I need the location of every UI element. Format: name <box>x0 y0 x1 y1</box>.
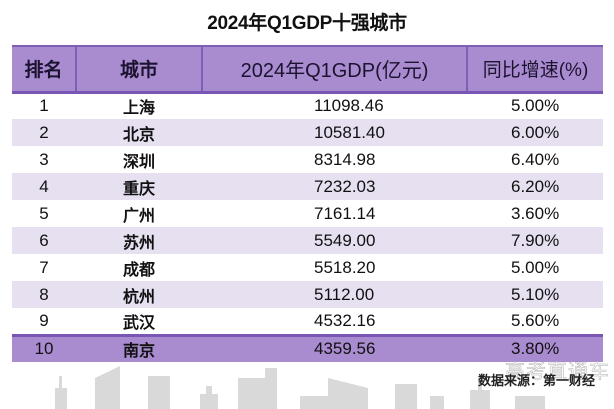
gdp-cell: 4532.16 <box>314 310 376 330</box>
growth-cell: 5.00% <box>511 96 560 116</box>
table-row: 5 广州 7161.14 3.60% <box>12 200 603 227</box>
table-row: 1 上海 11098.46 5.00% <box>12 92 603 119</box>
city-cell: 成都 <box>122 261 155 279</box>
table-row: 10 南京 4359.56 3.80% <box>12 335 603 362</box>
table-row: 2 北京 10581.40 6.00% <box>12 119 603 146</box>
gdp-cell: 8314.98 <box>314 149 376 169</box>
rank-cell: 1 <box>39 96 49 116</box>
city-cell: 北京 <box>122 126 155 144</box>
growth-cell: 3.60% <box>511 203 560 223</box>
growth-cell: 6.20% <box>511 176 560 196</box>
growth-cell: 6.00% <box>511 122 560 142</box>
watermark-text: 高考直通车 <box>505 361 610 384</box>
gdp-cell: 10581.40 <box>314 122 385 142</box>
page-title: 2024年Q1GDP十强城市 <box>207 13 407 34</box>
rank-cell: 5 <box>39 203 49 223</box>
table-row: 9 武汉 4532.16 5.60% <box>12 308 603 335</box>
gdp-cell: 7232.03 <box>314 176 376 196</box>
city-cell: 上海 <box>122 100 155 118</box>
growth-cell: 6.40% <box>511 149 560 169</box>
rank-cell: 8 <box>39 284 49 304</box>
gdp-cell: 5518.20 <box>314 257 376 277</box>
city-cell: 杭州 <box>122 288 155 306</box>
rank-cell: 10 <box>34 339 54 359</box>
city-cell: 深圳 <box>122 153 155 171</box>
rank-cell: 6 <box>39 230 49 250</box>
city-cell: 武汉 <box>122 314 155 332</box>
city-cell: 南京 <box>122 343 155 361</box>
gdp-cell: 5549.00 <box>314 230 376 250</box>
rank-cell: 7 <box>39 257 49 277</box>
table-row: 8 杭州 5112.00 5.10% <box>12 281 603 308</box>
city-cell: 重庆 <box>122 180 155 198</box>
column-header-gdp: 2024年Q1GDP(亿元) <box>201 45 467 94</box>
city-cell: 广州 <box>122 207 155 225</box>
gdp-ranking-table: 排名 城市 2024年Q1GDP(亿元) 同比增速(%) 1 上海 11098.… <box>12 45 603 362</box>
table-row: 4 重庆 7232.03 6.20% <box>12 173 603 200</box>
data-source-note: 数据来源：第一财经 <box>478 373 596 388</box>
gdp-cell: 5112.00 <box>314 284 375 304</box>
growth-cell: 3.80% <box>511 339 560 359</box>
table-row: 3 深圳 8314.98 6.40% <box>12 146 603 173</box>
column-header-growth: 同比增速(%) <box>466 45 603 94</box>
rank-cell: 3 <box>39 149 49 169</box>
table-row: 7 成都 5518.20 5.00% <box>12 254 603 281</box>
growth-cell: 7.90% <box>511 230 560 250</box>
growth-cell: 5.10% <box>511 284 560 304</box>
growth-cell: 5.60% <box>511 310 560 330</box>
city-skyline-decoration <box>55 366 545 409</box>
gdp-cell: 7161.14 <box>314 203 376 223</box>
column-header-city: 城市 <box>75 45 202 94</box>
table-row: 6 苏州 5549.00 7.90% <box>12 227 603 254</box>
gdp-cell: 11098.46 <box>314 96 384 116</box>
rank-cell: 2 <box>39 122 49 142</box>
city-cell: 苏州 <box>122 234 155 252</box>
table-header-row: 排名 城市 2024年Q1GDP(亿元) 同比增速(%) <box>12 45 603 94</box>
rank-cell: 9 <box>39 310 49 330</box>
growth-cell: 5.00% <box>511 257 560 277</box>
gdp-cell: 4359.56 <box>314 339 376 359</box>
rank-cell: 4 <box>39 176 49 196</box>
column-header-rank: 排名 <box>12 45 76 94</box>
